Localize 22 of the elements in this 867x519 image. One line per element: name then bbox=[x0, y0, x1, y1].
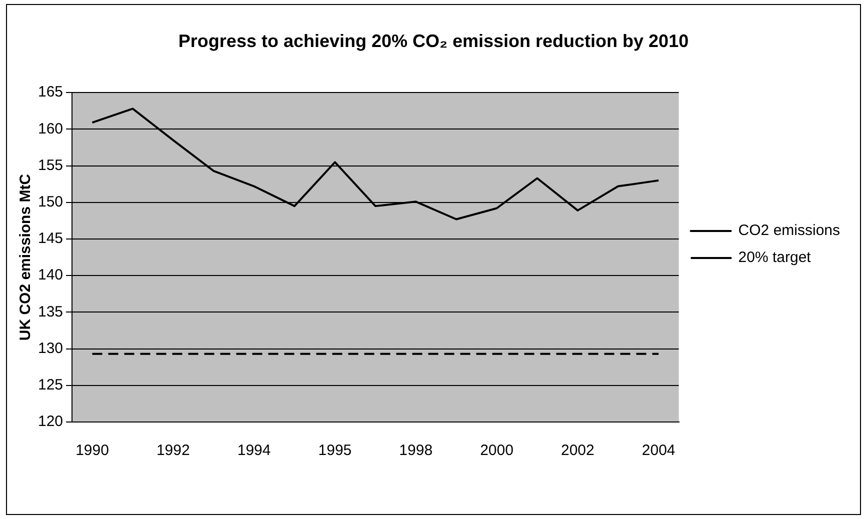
x-tick-label: 1994 bbox=[237, 442, 271, 460]
y-tick-label: 150 bbox=[38, 194, 64, 211]
x-tick-label: 2004 bbox=[642, 442, 676, 460]
legend-label: 20% target bbox=[738, 249, 812, 266]
x-tick-label: 2002 bbox=[560, 442, 594, 460]
x-tick-label: 1998 bbox=[399, 442, 433, 460]
y-tick-label: 140 bbox=[38, 266, 64, 284]
y-tick-label: 135 bbox=[38, 303, 64, 320]
y-tick-label: 130 bbox=[38, 340, 64, 357]
y-axis-title: UK CO2 emissions MtC bbox=[17, 174, 34, 341]
chart-title: Progress to achieving 20% CO₂ emission reduction by 2010 bbox=[178, 30, 689, 51]
x-tick-label: 1995 bbox=[318, 442, 352, 460]
x-tick-label: 1990 bbox=[76, 442, 109, 460]
y-tick-label: 120 bbox=[38, 413, 64, 430]
x-tick-label: 1992 bbox=[156, 442, 190, 460]
y-tick-label: 145 bbox=[38, 230, 64, 248]
y-tick-label: 165 bbox=[38, 84, 64, 101]
x-tick-label: 2000 bbox=[480, 442, 514, 460]
y-tick-label: 155 bbox=[38, 156, 64, 174]
legend-label: CO2 emissions bbox=[738, 222, 840, 240]
y-tick-label: 125 bbox=[38, 376, 64, 394]
y-tick-label: 160 bbox=[38, 120, 64, 138]
